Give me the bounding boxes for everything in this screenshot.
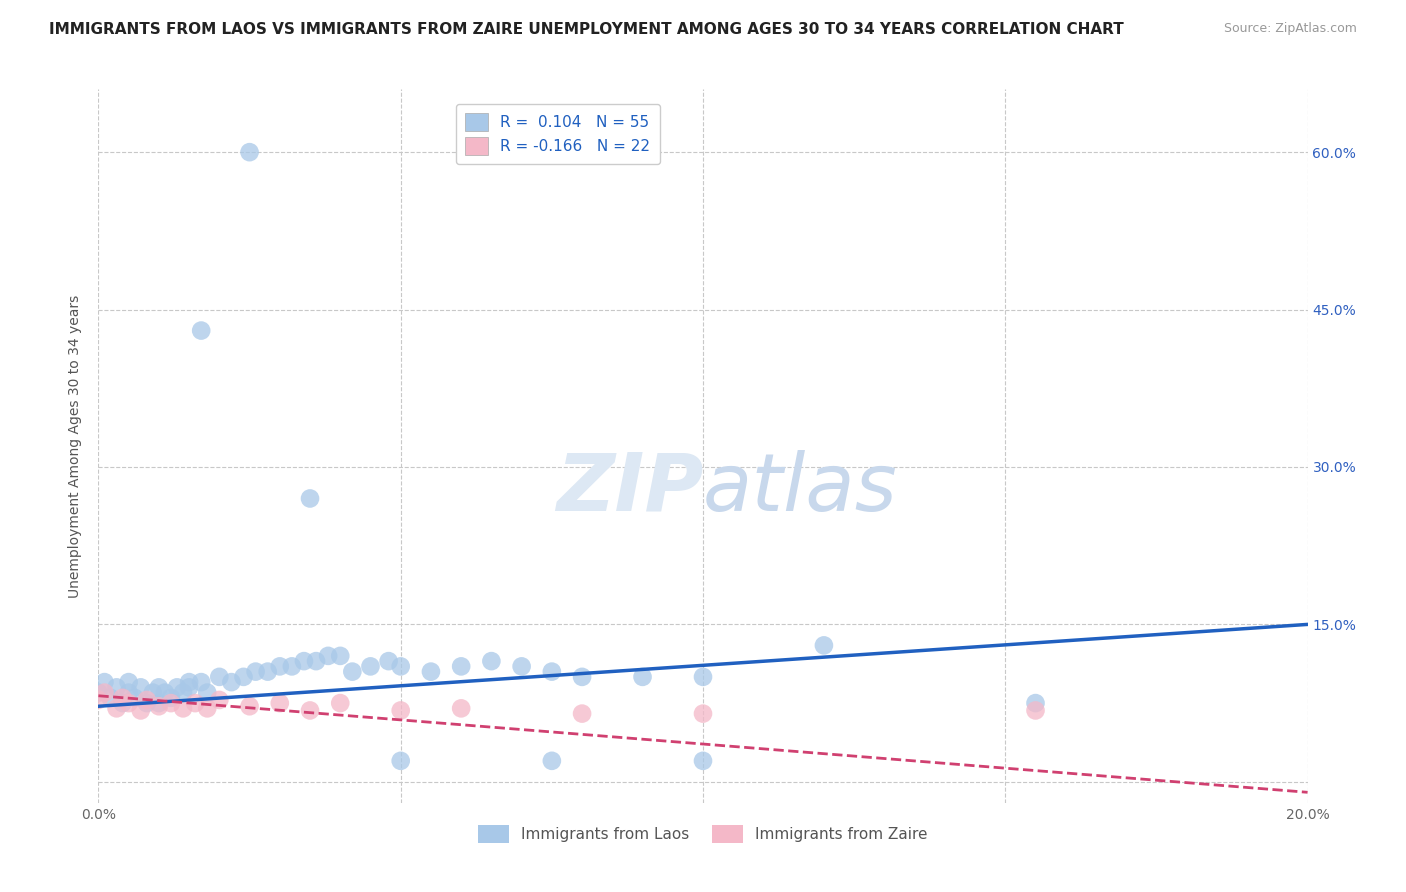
Point	[195, 701, 218, 715]
Point	[281, 659, 304, 673]
Point	[129, 703, 152, 717]
Point	[1024, 696, 1046, 710]
Point	[135, 696, 157, 710]
Point	[148, 696, 170, 710]
Point	[1024, 703, 1046, 717]
Point	[692, 670, 714, 684]
Point	[692, 754, 714, 768]
Point	[172, 701, 194, 715]
Point	[208, 693, 231, 707]
Point	[179, 675, 201, 690]
Point	[208, 670, 231, 684]
Point	[420, 665, 443, 679]
Point	[292, 654, 315, 668]
Legend: Immigrants from Laos, Immigrants from Zaire: Immigrants from Laos, Immigrants from Za…	[472, 819, 934, 848]
Point	[160, 696, 183, 710]
Point	[540, 665, 562, 679]
Point	[118, 675, 141, 690]
Point	[93, 685, 115, 699]
Point	[299, 491, 322, 506]
Point	[105, 681, 128, 695]
Point	[360, 659, 382, 673]
Point	[93, 675, 115, 690]
Point	[510, 659, 533, 673]
Point	[111, 696, 134, 710]
Point	[190, 675, 212, 690]
Point	[571, 670, 593, 684]
Point	[118, 696, 141, 710]
Point	[269, 696, 291, 710]
Point	[232, 670, 254, 684]
Point	[124, 690, 146, 705]
Text: ZIP: ZIP	[555, 450, 703, 528]
Point	[153, 685, 176, 699]
Point	[389, 703, 412, 717]
Point	[129, 681, 152, 695]
Point	[631, 670, 654, 684]
Point	[111, 690, 134, 705]
Point	[142, 685, 165, 699]
Point	[269, 659, 291, 673]
Point	[342, 665, 364, 679]
Point	[389, 659, 412, 673]
Point	[184, 696, 207, 710]
Text: atlas: atlas	[703, 450, 898, 528]
Point	[87, 693, 110, 707]
Point	[481, 654, 503, 668]
Point	[148, 699, 170, 714]
Point	[239, 145, 262, 160]
Point	[135, 693, 157, 707]
Point	[692, 706, 714, 721]
Point	[166, 681, 188, 695]
Point	[299, 703, 322, 717]
Point	[316, 648, 339, 663]
Point	[100, 690, 122, 705]
Point	[148, 681, 170, 695]
Y-axis label: Unemployment Among Ages 30 to 34 years: Unemployment Among Ages 30 to 34 years	[67, 294, 82, 598]
Point	[377, 654, 399, 668]
Point	[540, 754, 562, 768]
Point	[190, 324, 212, 338]
Text: IMMIGRANTS FROM LAOS VS IMMIGRANTS FROM ZAIRE UNEMPLOYMENT AMONG AGES 30 TO 34 Y: IMMIGRANTS FROM LAOS VS IMMIGRANTS FROM …	[49, 22, 1123, 37]
Point	[571, 706, 593, 721]
Point	[118, 685, 141, 699]
Point	[389, 754, 412, 768]
Point	[450, 701, 472, 715]
Point	[305, 654, 328, 668]
Point	[172, 685, 194, 699]
Point	[329, 648, 352, 663]
Point	[221, 675, 243, 690]
Point	[160, 690, 183, 705]
Point	[329, 696, 352, 710]
Point	[179, 681, 201, 695]
Point	[87, 685, 110, 699]
Point	[195, 685, 218, 699]
Point	[245, 665, 267, 679]
Point	[256, 665, 278, 679]
Point	[239, 699, 262, 714]
Point	[105, 701, 128, 715]
Point	[450, 659, 472, 673]
Text: Source: ZipAtlas.com: Source: ZipAtlas.com	[1223, 22, 1357, 36]
Point	[813, 639, 835, 653]
